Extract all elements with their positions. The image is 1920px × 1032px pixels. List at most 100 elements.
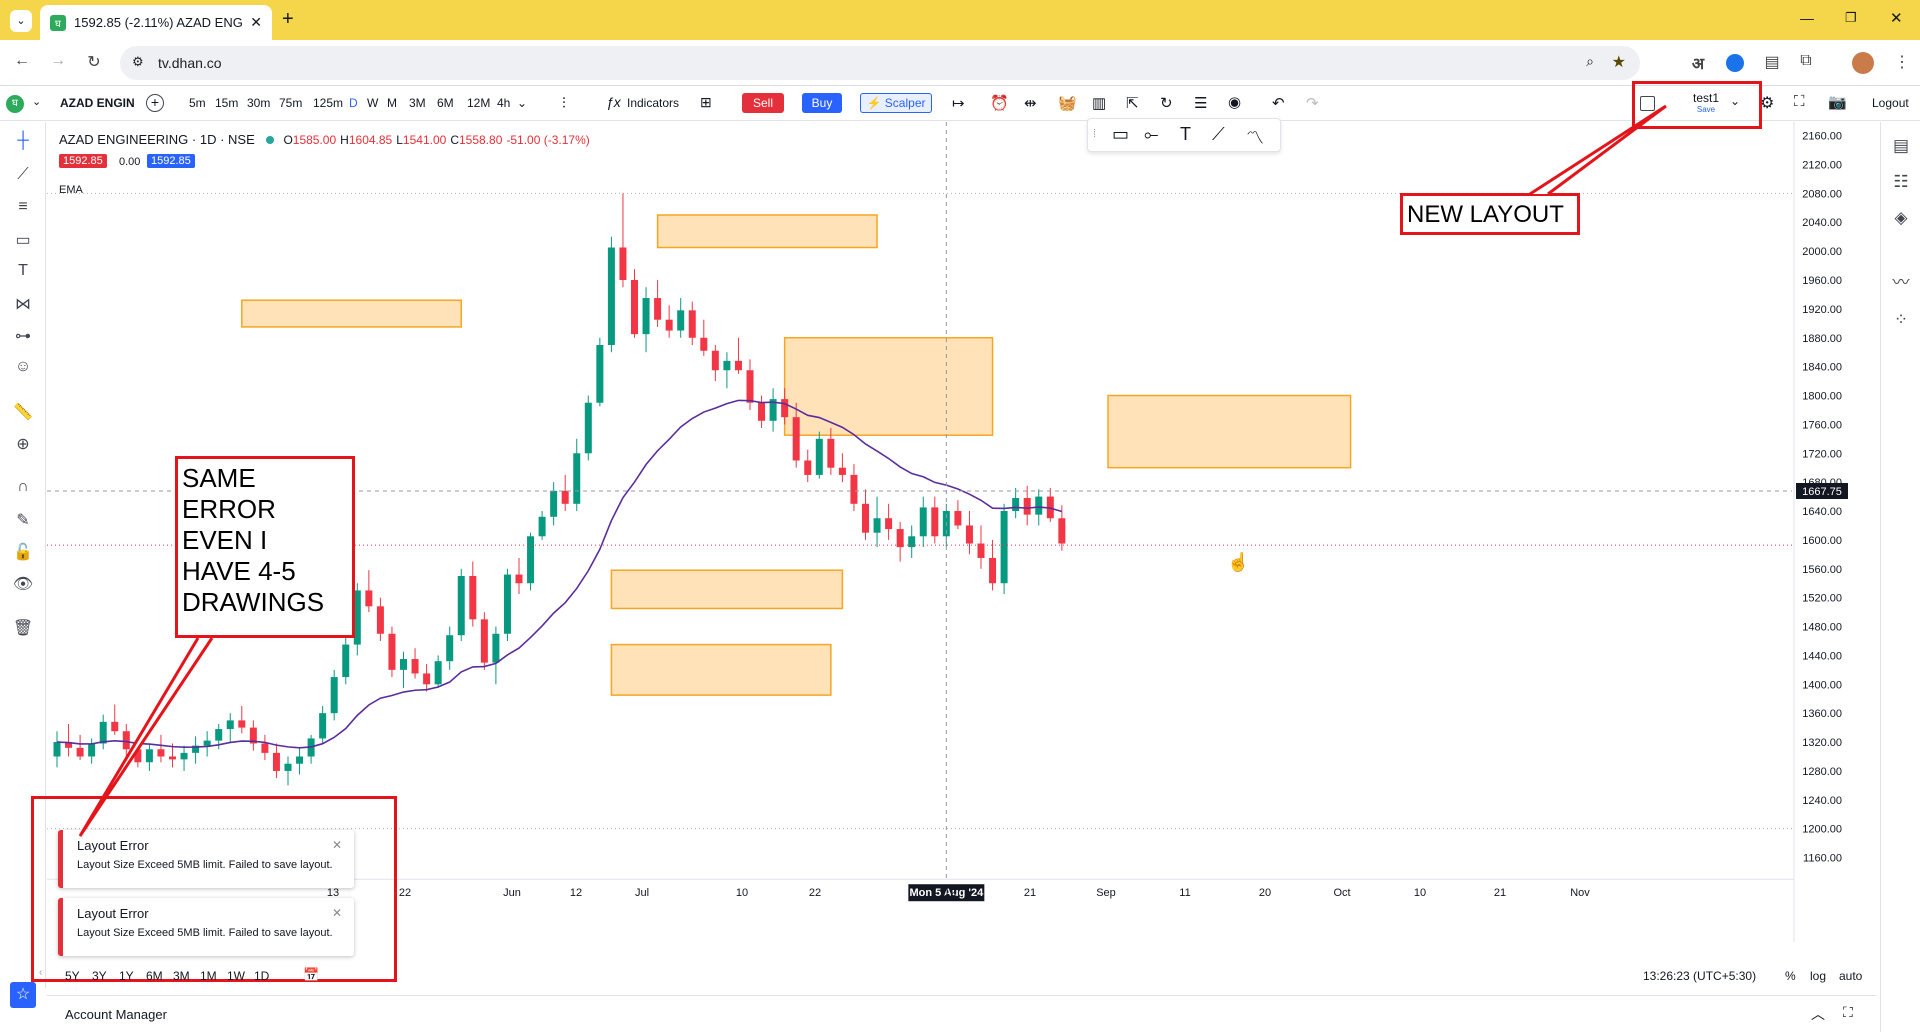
details-icon[interactable]: ☷ — [1893, 172, 1909, 191]
popout-icon[interactable]: ⇱ — [1126, 95, 1139, 112]
indicators-fx-icon[interactable]: ƒx — [606, 94, 621, 110]
scalper-button[interactable]: ⚡ Scalper — [860, 93, 932, 113]
rectangle-tool-icon[interactable]: ▭ — [15, 232, 31, 249]
float-polyline-icon[interactable]: 〽 — [1246, 128, 1264, 148]
tab-close-icon[interactable]: ✕ — [250, 14, 262, 30]
zoom-in-icon[interactable]: ⊕ — [16, 436, 30, 453]
range-1y[interactable]: 1Y — [119, 969, 134, 983]
reload-icon[interactable]: ↻ — [87, 54, 101, 71]
layout-dropdown-icon[interactable]: ⌄ — [1730, 94, 1741, 108]
templates-icon[interactable]: ⊞ — [700, 94, 712, 110]
extension-blue-icon[interactable] — [1726, 54, 1744, 72]
go-to-date-icon[interactable]: 📅 — [303, 967, 320, 982]
close-window-icon[interactable]: ✕ — [1890, 10, 1903, 27]
interval-6m[interactable]: 6M — [437, 96, 454, 110]
profile-avatar[interactable] — [1852, 52, 1874, 74]
tab-list-dropdown-icon[interactable]: ⌄ — [10, 10, 32, 32]
trend-analysis-icon[interactable]: 〰 — [1892, 273, 1910, 292]
live-signal-icon[interactable]: ◉ — [1228, 94, 1242, 111]
url-field[interactable]: ⚙ tv.dhan.co ⌕ ★ — [120, 46, 1640, 80]
lock-icon[interactable]: 🔓 — [13, 544, 33, 561]
interval-30m[interactable]: 30m — [247, 96, 271, 110]
toast-close-icon[interactable]: ✕ — [331, 838, 342, 852]
alert-clock-icon[interactable]: ⏰ — [990, 95, 1009, 112]
exit-icon[interactable]: ↦ — [952, 95, 965, 112]
interval-m[interactable]: M — [387, 96, 397, 110]
favorites-star-icon[interactable]: ☆ — [10, 982, 36, 1008]
extensions-puzzle-icon[interactable]: ⧉ — [1800, 52, 1812, 69]
log-scale-button[interactable]: log — [1810, 969, 1827, 983]
compare-symbol-icon[interactable]: + — [146, 94, 164, 112]
back-icon[interactable]: ← — [14, 52, 30, 69]
undo-icon[interactable]: ↶ — [1272, 95, 1285, 112]
float-text-icon[interactable]: T — [1180, 124, 1191, 144]
magnet-icon[interactable]: ∩ — [17, 478, 29, 495]
stay-drawing-icon[interactable]: ✎ — [16, 512, 30, 529]
range-1w[interactable]: 1W — [227, 969, 245, 983]
translate-icon[interactable]: अ — [1691, 56, 1705, 73]
logo-dropdown-icon[interactable]: ⌄ — [32, 96, 42, 108]
redo-icon[interactable]: ↷ — [1306, 95, 1319, 112]
indicators-button[interactable]: Indicators — [627, 96, 680, 110]
layout-name-button[interactable]: test1 Save — [1676, 91, 1736, 114]
fullscreen-icon[interactable]: ⛶ — [1794, 93, 1805, 110]
chart-settings-gear-icon[interactable]: ⚙ — [1760, 95, 1775, 112]
interval-4h[interactable]: 4h — [497, 96, 511, 110]
auto-scale-button[interactable]: auto — [1839, 969, 1863, 983]
float-line-icon[interactable]: ⟜ — [1144, 124, 1159, 144]
dhan-logo-icon[interactable]: घ — [6, 95, 24, 113]
layers-icon[interactable]: ◈ — [1894, 208, 1908, 227]
bid-price-badge[interactable]: 1592.85 — [59, 154, 107, 168]
ema-legend[interactable]: EMA — [59, 184, 83, 196]
replay-icon[interactable]: ⇹ — [1024, 95, 1037, 112]
range-1m[interactable]: 1M — [200, 969, 217, 983]
pattern-tool-icon[interactable]: ⋈ — [15, 296, 31, 313]
float-path-icon[interactable]: ⟋ — [1212, 124, 1225, 144]
expand-panel-icon[interactable]: ︿ — [1811, 1006, 1825, 1022]
new-tab-button[interactable]: + — [282, 8, 294, 30]
option-chain-icon[interactable]: ▥ — [1092, 95, 1107, 112]
maximize-panel-icon[interactable]: ⛶ — [1843, 1004, 1853, 1020]
restore-window-icon[interactable]: ❐ — [1845, 10, 1857, 25]
toast-close-icon[interactable]: ✕ — [331, 906, 342, 920]
browser-menu-icon[interactable]: ⋮ — [1894, 54, 1910, 71]
bookmark-star-icon[interactable]: ★ — [1611, 54, 1626, 71]
symbol-search-button[interactable]: AZAD ENGIN — [60, 96, 135, 110]
interval-3m[interactable]: 3M — [409, 96, 426, 110]
reading-list-icon[interactable]: ▤ — [1764, 54, 1780, 71]
account-manager-label[interactable]: Account Manager — [65, 1007, 167, 1022]
interval-5m[interactable]: 5m — [189, 96, 206, 110]
interval-dropdown-icon[interactable]: ⌄ — [517, 96, 528, 110]
text-tool-icon[interactable]: T — [18, 262, 28, 279]
range-5y[interactable]: 5Y — [65, 969, 80, 983]
clock-display[interactable]: 13:26:23 (UTC+5:30) — [1643, 969, 1757, 983]
interval-15m[interactable]: 15m — [215, 96, 239, 110]
browser-tab[interactable]: घ 1592.85 (-2.11%) AZAD ENGINE ✕ — [40, 5, 272, 40]
trash-icon[interactable]: 🗑 — [12, 620, 34, 637]
watchlist-icon[interactable]: ▤ — [1892, 136, 1910, 155]
interval-d[interactable]: D — [349, 96, 358, 110]
logout-button[interactable]: Logout — [1872, 96, 1909, 110]
site-info-icon[interactable]: ⚙ — [132, 54, 144, 69]
range-3m[interactable]: 3M — [173, 969, 190, 983]
interval-12m[interactable]: 12M — [467, 96, 491, 110]
emoji-icon[interactable]: ☺ — [14, 358, 32, 375]
forward-icon[interactable]: → — [50, 52, 66, 69]
ask-price-badge[interactable]: 1592.85 — [147, 154, 195, 168]
interval-75m[interactable]: 75m — [279, 96, 303, 110]
forecast-tool-icon[interactable]: ⊶ — [15, 328, 31, 345]
snapshot-camera-icon[interactable]: 📷 — [1828, 94, 1847, 111]
settings-sliders-icon[interactable]: ☰ — [1194, 95, 1208, 112]
trend-line-icon[interactable]: ⟋ — [17, 166, 29, 183]
parallel-channel-icon[interactable]: ≡ — [18, 198, 28, 215]
range-3y[interactable]: 3Y — [92, 969, 107, 983]
range-6m[interactable]: 6M — [146, 969, 163, 983]
basket-icon[interactable]: 🧺 — [1058, 95, 1077, 112]
refresh-icon[interactable]: ↻ — [1160, 95, 1173, 112]
interval-w[interactable]: W — [367, 96, 379, 110]
scanner-icon[interactable]: ⁘ — [1893, 310, 1909, 329]
zoom-icon[interactable]: ⌕ — [1586, 53, 1594, 69]
interval-125m[interactable]: 125m — [313, 96, 344, 110]
drag-handle-icon[interactable]: ⁞ — [1093, 128, 1097, 140]
hide-drawings-eye-icon[interactable]: 👁 — [12, 576, 34, 593]
